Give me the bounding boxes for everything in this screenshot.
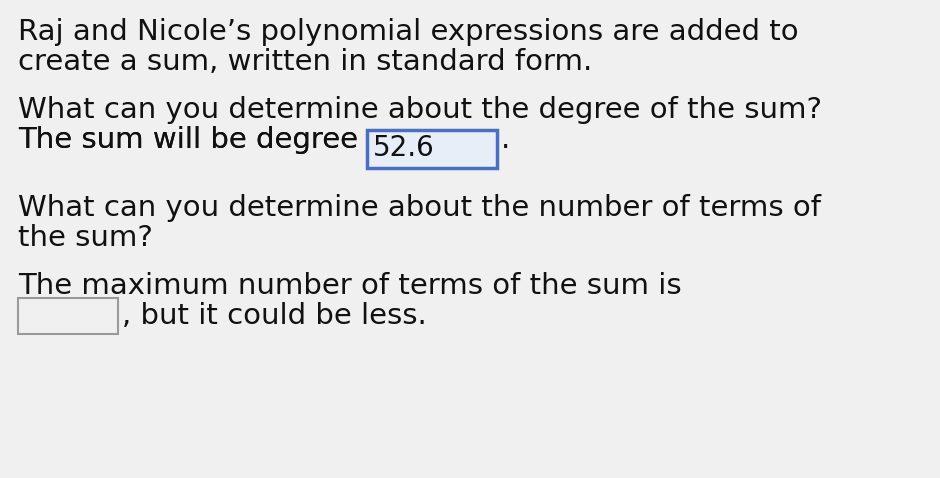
Text: The sum will be degree: The sum will be degree <box>18 126 368 154</box>
Text: The sum will be degree: The sum will be degree <box>18 126 368 154</box>
Text: , but it could be less.: , but it could be less. <box>122 302 427 330</box>
Text: The maximum number of terms of the sum is: The maximum number of terms of the sum i… <box>18 272 682 300</box>
Text: the sum?: the sum? <box>18 224 153 252</box>
Text: Raj and Nicole’s polynomial expressions are added to: Raj and Nicole’s polynomial expressions … <box>18 18 799 46</box>
Text: .: . <box>501 126 510 154</box>
FancyBboxPatch shape <box>18 298 118 334</box>
Text: What can you determine about the number of terms of: What can you determine about the number … <box>18 194 821 222</box>
Text: 52.6: 52.6 <box>373 134 435 162</box>
Text: create a sum, written in standard form.: create a sum, written in standard form. <box>18 48 592 76</box>
FancyBboxPatch shape <box>368 130 497 168</box>
Text: What can you determine about the degree of the sum?: What can you determine about the degree … <box>18 96 822 124</box>
